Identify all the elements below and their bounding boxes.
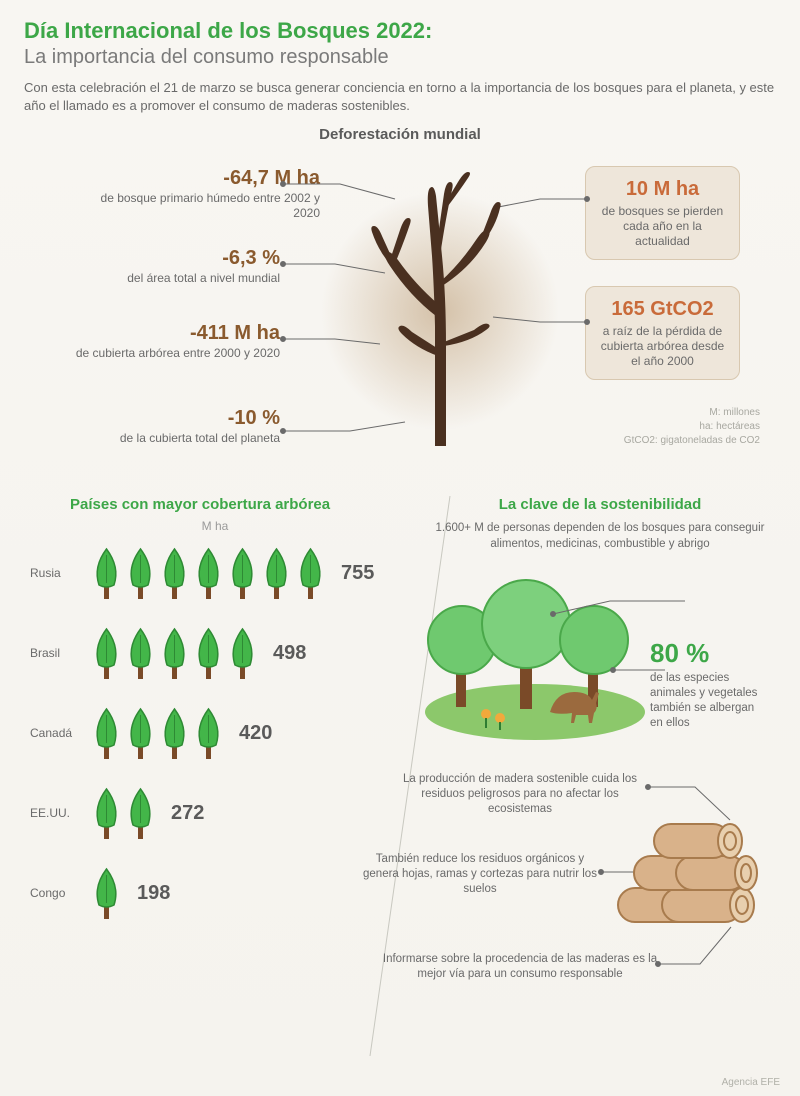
logs-block: La producción de madera sostenible cuida… [420,772,780,1002]
coverage-country: Brasil [30,646,90,660]
tree-icon [192,627,225,679]
tree-icon [90,707,123,759]
lower-section: Países con mayor cobertura arbórea M ha … [0,496,800,1076]
log-text-3: Informarse sobre la procedencia de las m… [380,952,660,982]
deforestation-heading: Deforestación mundial [0,126,800,143]
coverage-row: Congo 198 [30,865,400,921]
coverage-trees [90,867,123,919]
coverage-trees [90,547,327,599]
tree-icon [90,787,123,839]
tree-icon [158,547,191,599]
tree-icon [294,547,327,599]
sustainability-heading: La clave de la sostenibilidad [420,496,780,513]
tree-icon [260,547,293,599]
coverage-trees [90,627,259,679]
units-legend: M: millones ha: hectáreas GtCO2: gigaton… [624,406,760,448]
tree-icon [226,547,259,599]
header: Día Internacional de los Bosques 2022: L… [0,0,800,120]
dead-tree-icon [360,146,520,446]
coverage-value: 198 [137,882,170,905]
coverage-country: Rusia [30,566,90,580]
stat-tree-cover: -411 M ha de cubierta arbórea entre 2000… [40,321,280,361]
tree-icon [90,547,123,599]
credit: Agencia EFE [722,1077,780,1088]
coverage-heading: Países con mayor cobertura arbórea [70,496,400,513]
coverage-chart: Países con mayor cobertura arbórea M ha … [30,496,400,945]
deforestation-section: Deforestación mundial -64,7 M ha de bosq… [0,126,800,496]
sustainability-section: La clave de la sostenibilidad 1.600+ M d… [420,496,780,1002]
coverage-value: 272 [171,802,204,825]
log-text-2: También reduce los residuos orgánicos y … [360,852,600,897]
coverage-country: EE.UU. [30,806,90,820]
tree-icon [90,627,123,679]
coverage-row: Rusia 755 [30,545,400,601]
intro-text: Con esta celebración el 21 de marzo se b… [24,79,776,114]
tree-icon [158,627,191,679]
stat-box-annual-loss: 10 M ha de bosques se pierden cada año e… [585,166,740,260]
tree-icon [192,547,225,599]
coverage-country: Congo [30,886,90,900]
coverage-country: Canadá [30,726,90,740]
coverage-unit: M ha [30,519,400,533]
tree-icon [124,787,157,839]
coverage-trees [90,707,225,759]
tree-icon [192,707,225,759]
forest-scene-icon: 80 % de las especies animales y vegetale… [420,562,780,742]
coverage-row: Canadá 420 [30,705,400,761]
tree-icon [158,707,191,759]
tree-icon [124,627,157,679]
tree-icon [124,547,157,599]
stat-planet-cover: -10 % de la cubierta total del planeta [90,406,280,446]
stat-area-pct: -6,3 % del área total a nivel mundial [80,246,280,286]
stat-80pct: 80 % de las especies animales y vegetale… [650,637,770,731]
stat-box-co2: 165 GtCO2 a raíz de la pérdida de cubier… [585,286,740,380]
page-subtitle: La importancia del consumo responsable [24,46,776,69]
tree-icon [226,627,259,679]
coverage-value: 755 [341,562,374,585]
coverage-row: Brasil 498 [30,625,400,681]
tree-icon [124,707,157,759]
page-title: Día Internacional de los Bosques 2022: [24,18,776,44]
logs-icon [610,802,760,932]
coverage-trees [90,787,157,839]
sust-top-text: 1.600+ M de personas dependen de los bos… [420,521,780,552]
coverage-row: EE.UU. 272 [30,785,400,841]
coverage-value: 420 [239,722,272,745]
tree-icon [90,867,123,919]
coverage-value: 498 [273,642,306,665]
